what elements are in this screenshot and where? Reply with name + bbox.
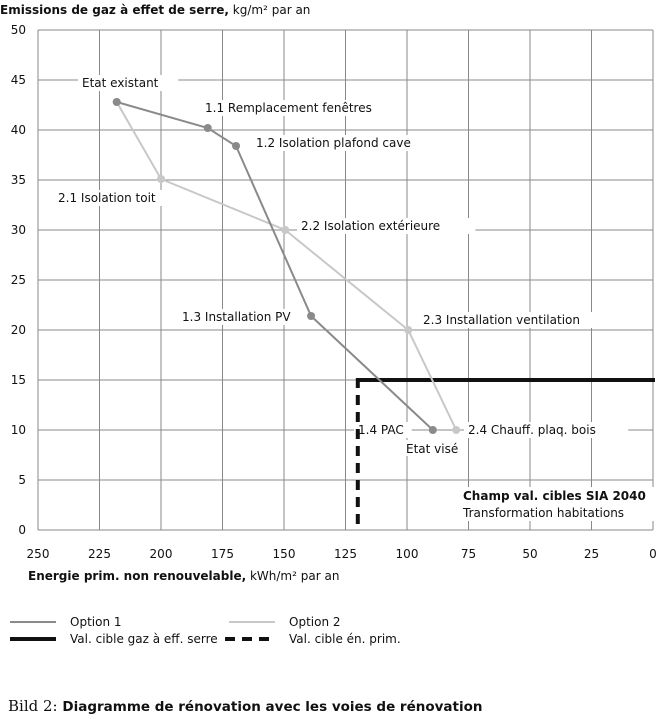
y-tick-label: 20 [11, 323, 26, 337]
data-point [404, 326, 413, 334]
x-tick-label: 100 [396, 547, 419, 561]
y-tick-label: 25 [11, 273, 26, 287]
x-tick-label: 0 [649, 547, 657, 561]
x-tick-label: 25 [584, 547, 599, 561]
label-background [419, 312, 626, 328]
x-tick-label: 175 [211, 547, 234, 561]
point-label: 2.4 Chauff. plaq. bois [468, 423, 596, 437]
y-tick-label: 40 [11, 123, 26, 137]
label-background [297, 218, 476, 234]
label-background [252, 135, 445, 151]
legend-label: Val. cible gaz à eff. serre [70, 632, 218, 646]
label-background [178, 309, 321, 325]
y-tick-label: 15 [11, 373, 26, 387]
x-tick-label: 50 [522, 547, 537, 561]
y-tick-label: 5 [18, 473, 26, 487]
data-point [157, 175, 165, 183]
x-axis-title: Energie prim. non renouvelable, kWh/m² p… [28, 569, 339, 583]
x-tick-label: 150 [273, 547, 296, 561]
y-tick-label: 30 [11, 223, 26, 237]
point-label: 2.3 Installation ventilation [423, 313, 580, 327]
data-point [281, 226, 290, 234]
label-background [354, 422, 412, 438]
point-label: 1.2 Isolation plafond cave [256, 136, 411, 150]
data-point [112, 98, 121, 106]
x-tick-label: 75 [461, 547, 476, 561]
point-label: 1.3 Installation PV [182, 310, 291, 324]
x-tick-label: 225 [88, 547, 111, 561]
x-tick-label: 125 [334, 547, 357, 561]
x-tick-label: 200 [150, 547, 173, 561]
legend-label: Val. cible én. prim. [289, 632, 401, 646]
label-background [78, 75, 179, 91]
figure-caption: Bild 2: Diagramme de rénovation avec les… [8, 697, 483, 715]
caption-text: Diagramme de rénovation avec les voies d… [62, 699, 483, 715]
data-point [428, 426, 437, 434]
legend-label: Option 1 [70, 615, 122, 629]
point-label: 2.2 Isolation extérieure [301, 219, 440, 233]
x-tick-label: 250 [27, 547, 50, 561]
zone-subtitle: Transformation habitations [462, 506, 624, 520]
point-label: 1.1 Remplacement fenêtres [205, 101, 372, 115]
y-axis-title: Emissions de gaz à effet de serre, kg/m²… [0, 3, 310, 17]
renovation-chart: 250 225 200 175 150 125 100 75 50 25 0051015202530… [0, 3, 657, 646]
point-label: Etat existant [82, 76, 159, 90]
data-point [307, 312, 316, 320]
label-background [402, 440, 462, 456]
legend-label: Option 2 [289, 615, 341, 629]
caption-prefix: Bild 2: [8, 697, 58, 715]
point-label: 1.4 PAC [358, 423, 404, 437]
data-point [203, 124, 212, 132]
y-tick-label: 45 [11, 73, 26, 87]
zone-title: Champ val. cibles SIA 2040 [463, 489, 646, 503]
end-state-label: Etat visé [406, 442, 458, 456]
label-background [54, 190, 190, 206]
y-tick-label: 35 [11, 173, 26, 187]
zone-label-background [460, 487, 655, 521]
point-label: 2.1 Isolation toit [58, 191, 156, 205]
y-tick-label: 10 [11, 423, 26, 437]
data-point [232, 142, 241, 150]
label-background [201, 100, 387, 116]
data-point [452, 426, 461, 434]
y-tick-label: 0 [18, 523, 26, 537]
label-background [464, 422, 629, 438]
y-tick-label: 50 [11, 23, 26, 37]
